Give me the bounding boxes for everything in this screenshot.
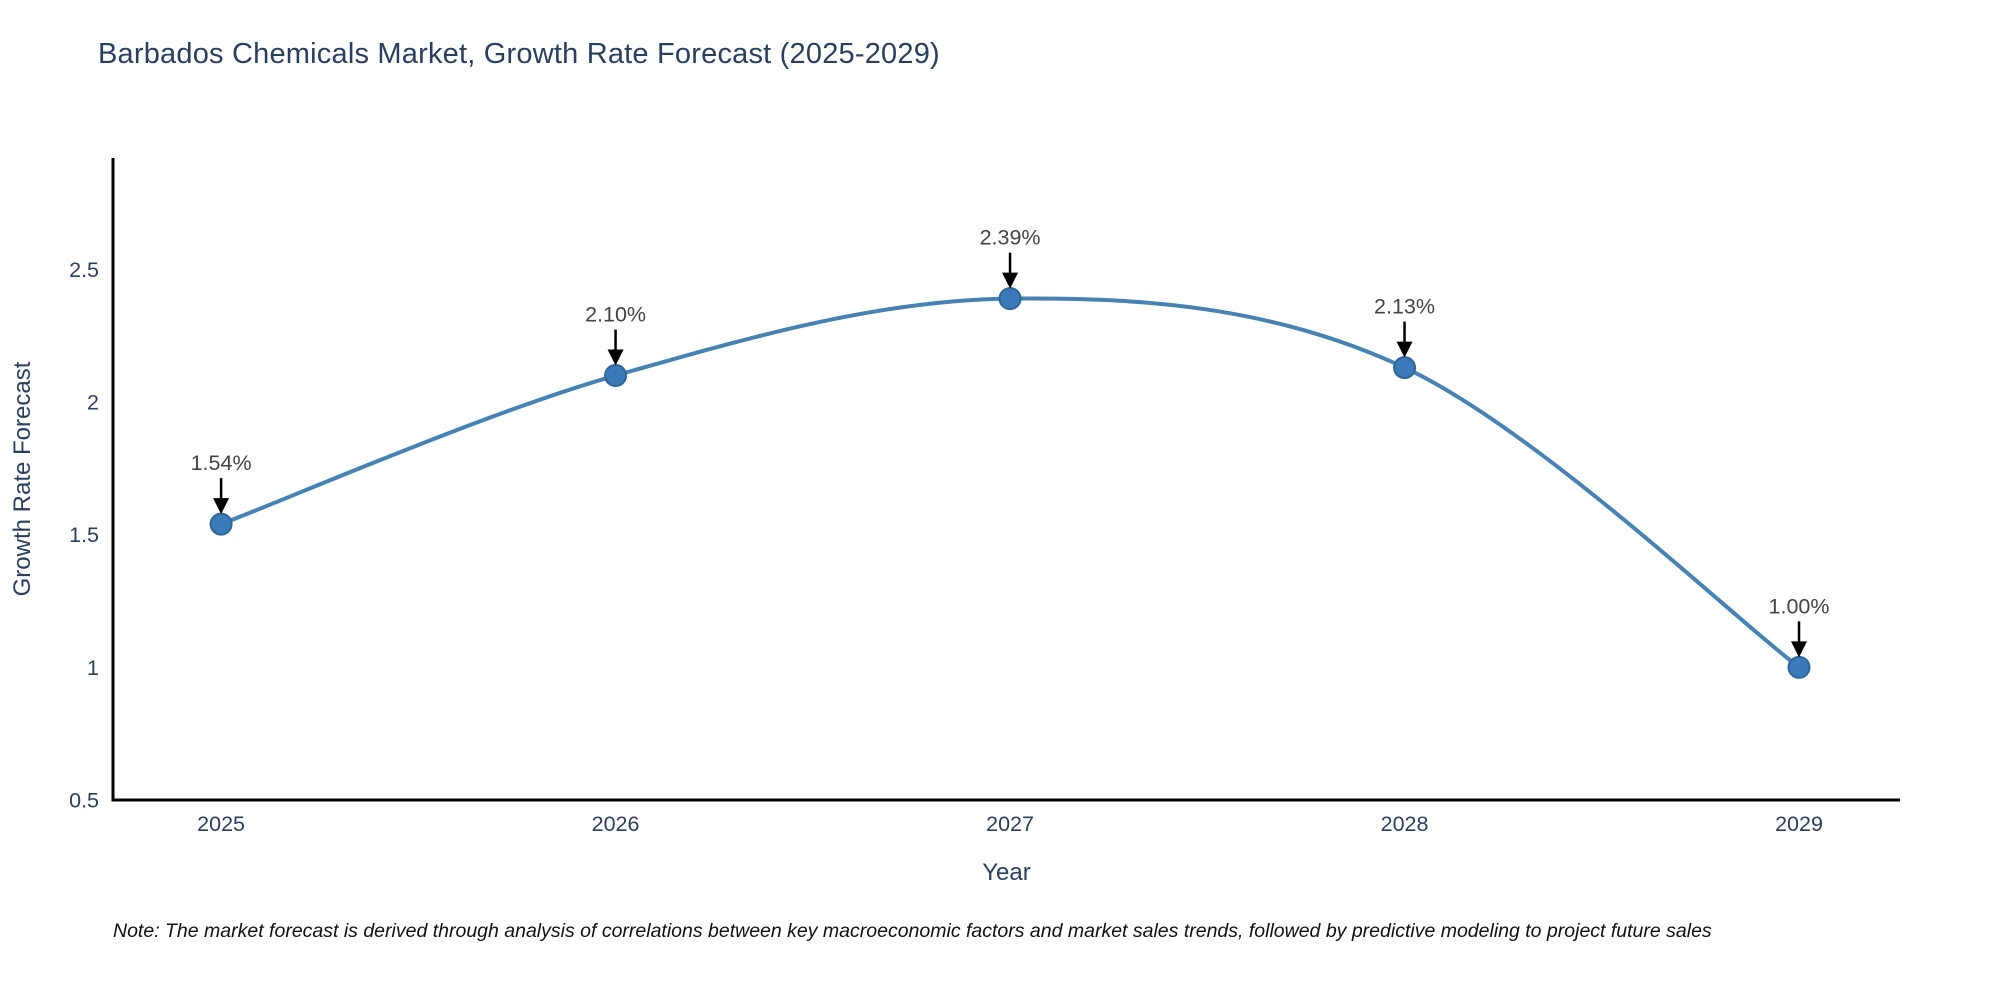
annotation-label: 2.39% <box>980 226 1041 250</box>
annotation-arrowhead <box>1396 341 1413 358</box>
y-tick-label: 0.5 <box>69 789 99 813</box>
y-tick-label: 2 <box>87 391 99 415</box>
annotation-arrowhead <box>1002 272 1019 289</box>
axis-lines <box>111 158 1900 802</box>
annotation-label: 1.00% <box>1769 594 1830 618</box>
x-tick-label: 2026 <box>592 812 640 836</box>
data-point-marker[interactable] <box>998 287 1022 311</box>
data-point-marker[interactable] <box>604 364 628 388</box>
annotation-arrowhead <box>213 498 230 515</box>
footnote: Note: The market forecast is derived thr… <box>113 920 1712 942</box>
y-tick-label: 1.5 <box>69 523 99 547</box>
data-point-marker[interactable] <box>209 512 233 536</box>
x-axis-title: Year <box>982 859 1031 886</box>
annotation-label: 1.54% <box>191 451 252 475</box>
y-axis-title: Growth Rate Forecast <box>9 361 36 596</box>
data-point-marker[interactable] <box>1787 655 1811 679</box>
annotation-label: 2.10% <box>585 303 646 327</box>
y-tick-label: 2.5 <box>69 258 99 282</box>
growth-rate-line <box>219 296 1802 670</box>
x-tick-label: 2029 <box>1775 812 1823 836</box>
annotation-arrowhead <box>1791 641 1808 658</box>
y-tick-label: 1 <box>87 656 99 680</box>
chart-title: Barbados Chemicals Market, Growth Rate F… <box>98 38 940 70</box>
x-tick-label: 2028 <box>1381 812 1429 836</box>
annotation-label: 2.13% <box>1374 295 1435 319</box>
annotation-arrowhead <box>607 349 624 366</box>
x-tick-label: 2025 <box>197 812 245 836</box>
x-tick-label: 2027 <box>986 812 1034 836</box>
data-point-marker[interactable] <box>1393 356 1417 380</box>
